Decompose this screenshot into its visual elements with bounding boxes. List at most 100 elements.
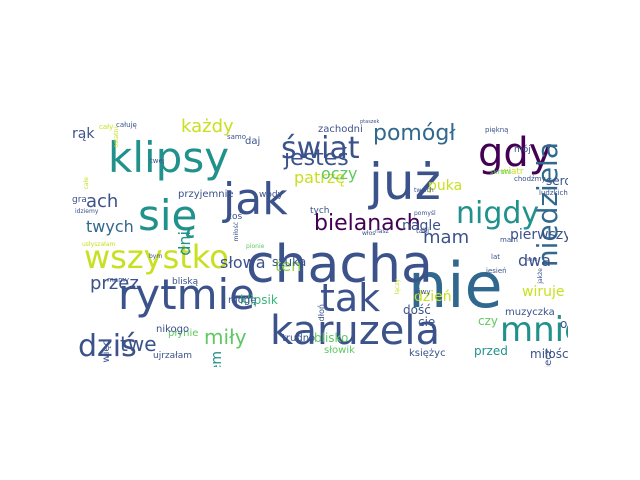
word-14: świat: [281, 131, 360, 166]
word-77: całuję: [116, 121, 137, 129]
word-79: samo: [227, 133, 247, 141]
word-27: przez: [90, 273, 139, 294]
word-61: tych: [310, 206, 330, 216]
word-74: siwy: [415, 288, 431, 296]
word-72: taki: [416, 227, 430, 235]
word-42: serduszko: [546, 174, 568, 188]
word-50: przyjemnie: [178, 189, 234, 200]
word-23: patrzę: [294, 168, 346, 187]
word-7: się: [138, 191, 198, 240]
word-36: nagle: [402, 218, 441, 234]
word-6: gdy: [478, 130, 553, 176]
word-19: twe: [120, 332, 157, 356]
word-26: słowa: [220, 253, 266, 272]
word-52: księżyc: [409, 348, 446, 359]
word-95: ostatni: [113, 127, 120, 148]
word-94: całe: [83, 177, 90, 190]
word-57: mogę: [228, 295, 257, 306]
word-49: muzyczka: [505, 307, 555, 318]
word-5: rytmie: [118, 270, 256, 319]
word-30: rąk: [72, 126, 95, 142]
word-70: chodźmy: [514, 175, 546, 183]
word-34: pierwszy: [510, 227, 568, 243]
word-47: cię: [418, 315, 436, 329]
word-76: jesień: [486, 267, 507, 275]
word-75: lat: [491, 253, 500, 261]
word-93: jakże: [537, 268, 544, 284]
word-4: klipsy: [108, 133, 230, 182]
word-43: szuka: [272, 255, 307, 269]
word-32: dni: [175, 231, 194, 256]
word-33: dwa: [518, 251, 552, 270]
word-51: słowik: [324, 345, 355, 356]
word-21: mam: [423, 227, 470, 248]
word-96: łączy: [394, 279, 401, 295]
word-cloud: nie chacha już jak klipsy rytmie gdy się karuzel…: [72, 118, 568, 367]
word-84: idziemy: [75, 208, 99, 215]
word-39: czy: [478, 314, 498, 328]
word-65: mój: [514, 145, 531, 155]
word-24: oczy: [321, 164, 358, 183]
word-67: bliską: [172, 277, 199, 287]
word-92: miłość: [233, 222, 240, 242]
word-45: wiruje: [522, 284, 565, 300]
word-2: już: [369, 153, 441, 211]
word-15: wszystko: [84, 238, 229, 276]
word-68: ujrzałam: [153, 351, 192, 361]
word-59: daj: [245, 136, 261, 147]
word-1: chacha: [246, 235, 433, 295]
word-8: karuzela: [270, 308, 440, 354]
word-56: więc: [101, 340, 112, 363]
word-41: miłości: [530, 347, 568, 361]
word-20: miły: [204, 325, 247, 349]
word-81: mamy: [107, 276, 130, 284]
word-10: tak: [320, 276, 381, 320]
word-44: klipsik: [240, 293, 278, 307]
word-63: coś: [227, 212, 243, 222]
word-85: usłyszałam: [82, 241, 116, 248]
word-29: ach: [86, 191, 119, 212]
word-78: cały: [99, 123, 114, 131]
word-73: ludzkich: [539, 189, 568, 197]
word-82: mam: [500, 236, 518, 244]
word-48: oczekuję: [560, 317, 568, 331]
word-38: przed: [474, 344, 508, 358]
word-60: lecz: [543, 349, 554, 367]
word-3: jak: [223, 174, 288, 225]
word-18: pomógł: [373, 121, 456, 146]
word-80: piękną: [485, 126, 509, 134]
word-71: skroni: [490, 168, 512, 176]
word-91: twoich: [414, 187, 434, 194]
word-22: każdy: [181, 118, 234, 137]
word-66: wiatr: [501, 167, 524, 177]
word-58: zachodni: [318, 124, 363, 135]
word-83: twej: [150, 157, 165, 165]
word-62: wody: [259, 190, 283, 200]
word-87: włos: [362, 230, 376, 237]
word-37: puka: [428, 178, 463, 194]
word-53: trudno: [282, 333, 316, 344]
word-28: twych: [86, 217, 134, 236]
word-16: jesteś: [284, 146, 349, 171]
word-17: bielanach: [314, 211, 421, 236]
word-88: nasz: [375, 228, 389, 235]
word-86: bym: [149, 253, 163, 260]
word-98: sam: [527, 257, 538, 263]
word-54: płynie: [168, 328, 199, 339]
word-9: mnie: [500, 310, 568, 350]
word-69: dłoń: [317, 304, 326, 322]
word-90: pionie: [246, 243, 265, 250]
word-25: ten: [275, 256, 302, 275]
word-89: pomyśl: [414, 210, 436, 217]
word-40: blisko: [314, 331, 349, 345]
word-0: nie: [408, 249, 503, 322]
word-12: nigdy: [456, 196, 540, 231]
word-13: dziś: [78, 329, 137, 364]
word-64: gra: [72, 195, 87, 205]
word-55: nikogo: [156, 324, 190, 335]
word-31: wiem: [209, 351, 225, 367]
word-97: ptaszek: [360, 119, 380, 125]
word-46: dość: [403, 303, 431, 317]
word-35: dzień: [414, 289, 452, 305]
